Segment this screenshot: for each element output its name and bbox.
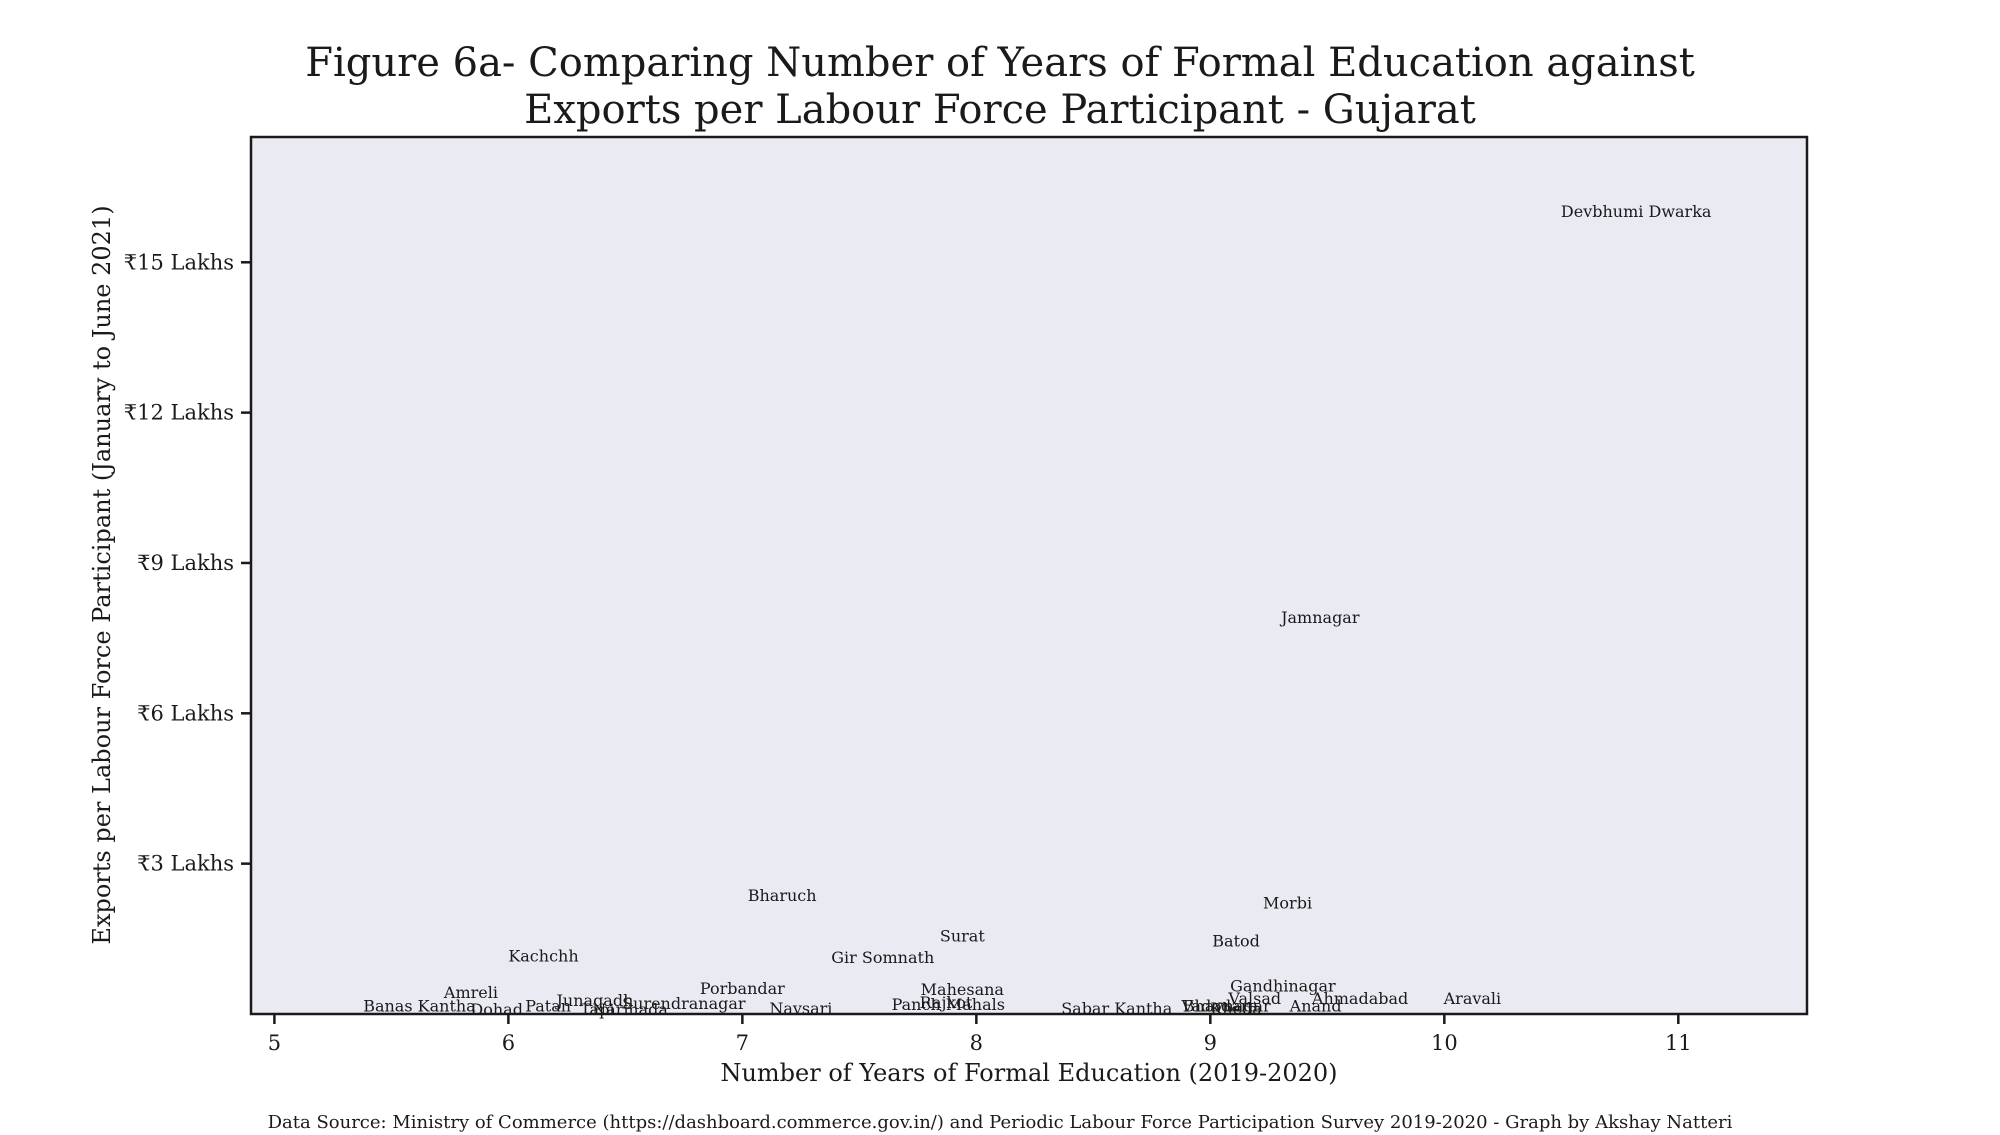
data-point-label: Surat xyxy=(940,926,985,945)
x-tick-label: 8 xyxy=(970,1031,983,1055)
data-point-label: Dohad xyxy=(470,1000,523,1019)
data-point-label: Sabar Kantha xyxy=(1061,999,1173,1018)
data-point-label: Gandhinagar xyxy=(1230,976,1336,995)
data-point-label: Porbandar xyxy=(700,979,785,998)
x-axis-label: Number of Years of Formal Education (201… xyxy=(720,1059,1337,1087)
data-point-label: Morbi xyxy=(1263,894,1312,913)
data-point-label: Patan xyxy=(525,996,571,1015)
data-point-label: Devbhumi Dwarka xyxy=(1561,202,1712,221)
x-tick-label: 5 xyxy=(268,1031,281,1055)
x-tick-label: 10 xyxy=(1431,1031,1458,1055)
data-point-label: Amreli xyxy=(443,983,498,1002)
data-point-label: Mahesana xyxy=(921,980,1005,999)
data-source-note: Data Source: Ministry of Commerce (https… xyxy=(268,1112,1733,1133)
x-tick-label: 11 xyxy=(1665,1031,1692,1055)
data-point-label: Panch Mahals xyxy=(892,995,1005,1014)
y-axis-ticks: ₹3 Lakhs ₹6 Lakhs ₹9 Lakhs ₹12 Lakhs ₹15 Lak… xyxy=(124,250,251,876)
data-point-label: Narmada xyxy=(592,1000,668,1019)
data-point-label: Bhavnagar xyxy=(1183,996,1271,1015)
data-point-label: Vadodara xyxy=(1180,996,1258,1015)
x-tick-label: 9 xyxy=(1204,1031,1217,1055)
data-point-label: Anand xyxy=(1289,996,1342,1015)
data-point-labels: Devbhumi Dwarka Jamnagar Morbi Bharuch Batod… xyxy=(363,202,1712,1019)
x-tick-label: 7 xyxy=(736,1031,749,1055)
data-point-label: Gir Somnath xyxy=(831,948,934,967)
plot-area xyxy=(249,135,1809,1016)
data-point-label: Tapi xyxy=(580,1000,614,1019)
data-point-label: Valsad xyxy=(1227,989,1281,1008)
data-point-label: Surendranagar xyxy=(622,994,746,1013)
y-tick-label: ₹6 Lakhs xyxy=(137,701,234,725)
data-point-label: Kheda xyxy=(1210,999,1262,1018)
x-tick-label: 6 xyxy=(502,1031,515,1055)
y-tick-label: ₹3 Lakhs xyxy=(137,852,234,876)
y-tick-label: ₹15 Lakhs xyxy=(124,250,234,274)
data-point-label: Rajkot xyxy=(920,993,973,1012)
x-axis-ticks: 5 6 7 8 9 10 11 xyxy=(268,1014,1692,1055)
y-tick-label: ₹9 Lakhs xyxy=(137,551,234,575)
data-point-label: Ahmadabad xyxy=(1311,989,1408,1008)
data-point-label: Kachchh xyxy=(508,946,578,965)
data-point-label: Banas Kantha xyxy=(363,996,476,1015)
chart-title-line-1: Figure 6a- Comparing Number of Years of … xyxy=(305,40,1695,86)
y-tick-label: ₹12 Lakhs xyxy=(124,401,234,425)
data-point-label: Aravali xyxy=(1443,989,1502,1008)
y-axis-label: Exports per Labour Force Participant (Ja… xyxy=(88,205,116,944)
data-point-label: Bharuch xyxy=(748,886,817,905)
data-point-label: Junagadh xyxy=(555,991,634,1010)
data-point-label: Batod xyxy=(1212,931,1260,950)
data-point-label: Navsari xyxy=(769,999,832,1018)
chart-title-line-2: Exports per Labour Force Participant - G… xyxy=(524,87,1476,133)
data-point-label: Jamnagar xyxy=(1279,608,1360,627)
